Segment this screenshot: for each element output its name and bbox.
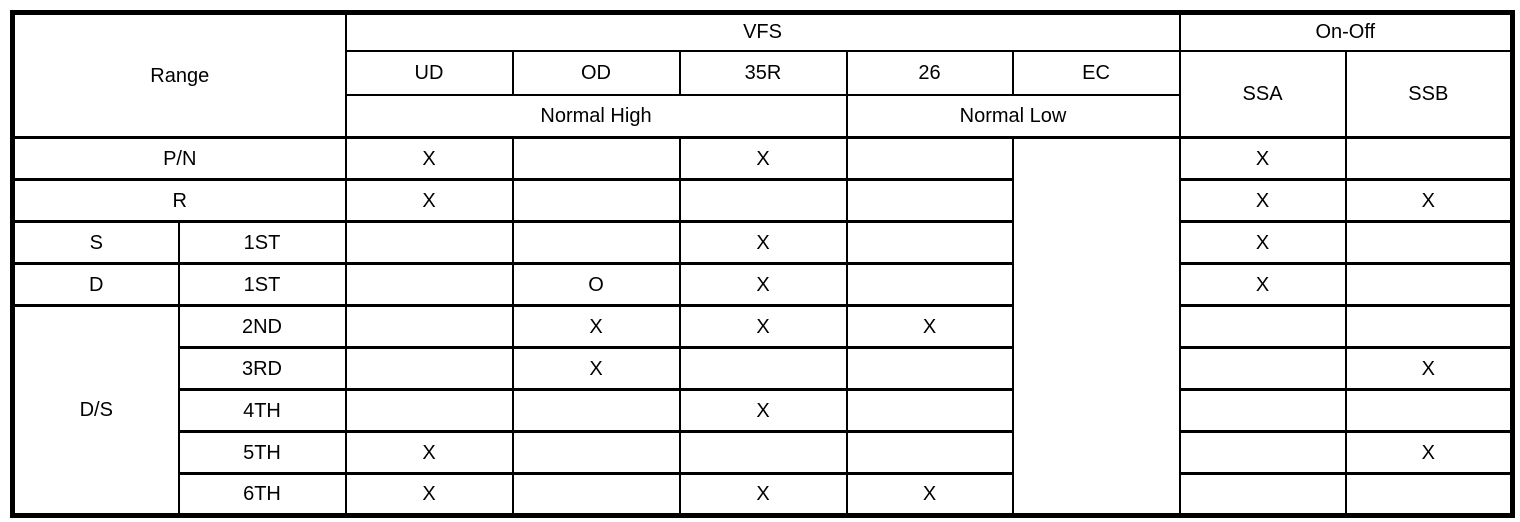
range-header-cell: Range [11, 11, 347, 139]
cell-5th-od [511, 430, 681, 475]
cell-2nd-ssb [1344, 304, 1514, 349]
table-header: Range VFS On-Off UD OD 35R 26 EC SSA SSB… [11, 11, 1514, 139]
cell-r-35r [678, 178, 848, 223]
cell-r-ud: X [344, 178, 514, 223]
cell-d1-od: O [511, 262, 681, 307]
cell-r-ssa: X [1178, 178, 1347, 223]
cell-s1-ud [344, 220, 514, 265]
cell-3rd-ssb: X [1344, 346, 1514, 391]
cell-3rd-ssa [1178, 346, 1347, 391]
cell-pn-26 [845, 136, 1014, 181]
cell-pn-ssb [1344, 136, 1514, 181]
cell-6th-26: X [845, 472, 1014, 517]
range-label-ds: D/S [11, 304, 180, 517]
gear-label-3rd: 3RD [177, 346, 347, 391]
cell-2nd-35r: X [678, 304, 848, 349]
cell-4th-od [511, 388, 681, 433]
cell-r-od [511, 178, 681, 223]
cell-6th-od [511, 472, 681, 517]
table-row-ds-4th: 4TH X [13, 388, 1514, 433]
col-header-ud: UD [344, 49, 514, 96]
cell-d1-ssa: X [1178, 262, 1347, 307]
cell-4th-26 [845, 388, 1014, 433]
cell-3rd-26 [845, 346, 1014, 391]
col-header-ssb: SSB [1344, 49, 1514, 139]
table-row-ds-5th: 5TH X X [13, 430, 1514, 475]
table-row-s-1st: S 1ST X X [11, 220, 1514, 265]
col-header-ec: EC [1011, 49, 1181, 96]
range-label-r: R [11, 178, 347, 223]
table-row-ds-6th: 6TH X X X [13, 472, 1514, 517]
cell-5th-ssa [1178, 430, 1347, 475]
onoff-group-header: On-Off [1178, 11, 1514, 52]
cell-s1-26 [845, 220, 1014, 265]
gear-label-6th: 6TH [177, 472, 347, 517]
gear-label-d-1st: 1ST [177, 262, 347, 307]
cell-4th-ssb [1344, 388, 1514, 433]
cell-s1-od [511, 220, 681, 265]
vfs-group-header: VFS [344, 11, 1181, 52]
cell-6th-ud: X [344, 472, 514, 517]
cell-2nd-ud [344, 304, 514, 349]
table-row-ds-3rd: 3RD X X [13, 346, 1514, 391]
table-row-r: R X X X [11, 178, 1514, 223]
gear-label-4th: 4TH [177, 388, 347, 433]
cell-4th-35r: X [678, 388, 848, 433]
cell-pn-od [511, 136, 681, 181]
range-label-s: S [11, 220, 180, 265]
col-header-35r: 35R [678, 49, 848, 96]
cell-d1-ud [344, 262, 514, 307]
cell-3rd-od: X [511, 346, 681, 391]
table-body: P/N X X X R X X X S 1ST [11, 136, 1514, 517]
cell-pn-ud: X [344, 136, 514, 181]
cell-6th-ssa [1178, 472, 1347, 517]
cell-2nd-ssa [1178, 304, 1347, 349]
cell-d1-26 [845, 262, 1014, 307]
cell-s1-ssa: X [1178, 220, 1347, 265]
range-label-d: D [11, 262, 180, 307]
cell-d1-ssb [1344, 262, 1514, 307]
table-row-ds-2nd: D/S 2ND X X X [11, 304, 1514, 517]
cell-2nd-26: X [845, 304, 1014, 349]
cell-r-26 [845, 178, 1014, 223]
cell-5th-35r [678, 430, 848, 475]
cell-3rd-ud [344, 346, 514, 391]
normal-high-header: Normal High [344, 93, 848, 139]
cell-4th-ssa [1178, 388, 1347, 433]
cell-pn-ssa: X [1178, 136, 1347, 181]
cell-r-ssb: X [1344, 178, 1514, 223]
cell-2nd-od: X [511, 304, 681, 349]
col-header-ssa: SSA [1178, 49, 1347, 139]
cell-s1-35r: X [678, 220, 848, 265]
cell-4th-ud [344, 388, 514, 433]
cell-d1-35r: X [678, 262, 848, 307]
normal-low-header: Normal Low [845, 93, 1181, 139]
cell-5th-26 [845, 430, 1014, 475]
gear-label-2nd: 2ND [177, 304, 347, 349]
cell-5th-ud: X [344, 430, 514, 475]
cell-3rd-35r [678, 346, 848, 391]
cell-6th-ssb [1344, 472, 1514, 517]
gear-label-5th: 5TH [177, 430, 347, 475]
col-header-od: OD [511, 49, 681, 96]
cell-s1-ssb [1344, 220, 1514, 265]
col-header-26: 26 [845, 49, 1014, 96]
range-label-pn: P/N [11, 136, 347, 181]
cell-5th-ssb: X [1344, 430, 1514, 475]
cell-pn-35r: X [678, 136, 848, 181]
table-row-pn: P/N X X X [11, 136, 1514, 517]
cell-6th-35r: X [678, 472, 848, 517]
solenoid-application-table: Range VFS On-Off UD OD 35R 26 EC SSA SSB… [10, 10, 1516, 518]
table-row-d-1st: D 1ST O X X [11, 262, 1514, 307]
cell-ec-merged [1011, 136, 1181, 517]
gear-label-s-1st: 1ST [177, 220, 347, 265]
